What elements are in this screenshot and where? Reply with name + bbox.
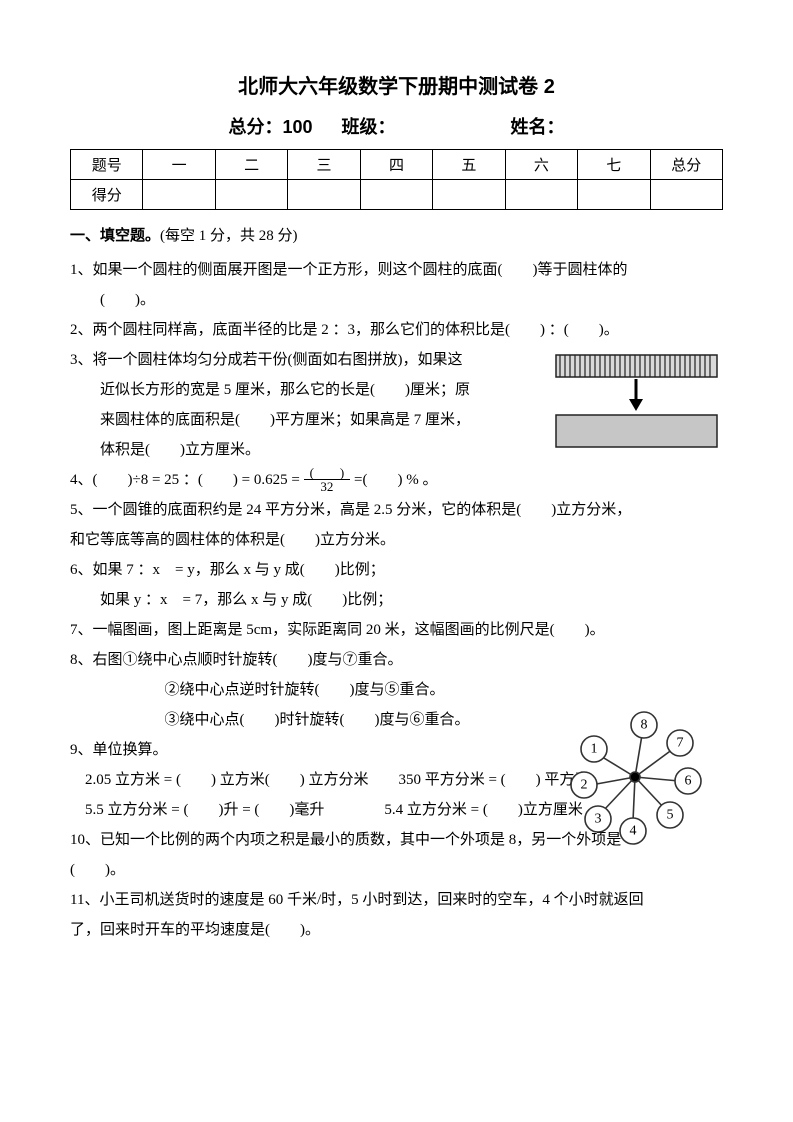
q3-line3: 来圆柱体的底面积是( )平方厘米；如果高是 7 厘米， xyxy=(70,405,510,435)
cylinder-svg-icon xyxy=(554,353,719,453)
th: 五 xyxy=(433,150,505,180)
td xyxy=(215,180,287,210)
petal-2-label: 2 xyxy=(581,778,588,793)
cylinder-figure xyxy=(554,353,719,458)
q4-part-a: 4、( )÷8 = 25 ：( ) = 0.625 = xyxy=(70,472,304,488)
petal-7-label: 7 xyxy=(677,736,684,751)
th: 七 xyxy=(578,150,650,180)
q7: 7、一幅图画，图上距离是 5cm，实际距离同 20 米，这幅图画的比例尺是( )… xyxy=(70,615,723,645)
page-title: 北师大六年级数学下册期中测试卷 2 xyxy=(70,70,723,99)
fraction-icon: ( ) 32 xyxy=(304,466,351,493)
th: 三 xyxy=(288,150,360,180)
flower-svg-icon: 1 2 3 4 5 6 7 8 xyxy=(558,705,713,850)
th: 题号 xyxy=(71,150,143,180)
q6-line2: 如果 y ：x = 7，那么 x 与 y 成( )比例； xyxy=(70,585,723,615)
section-1-title: 一、填空题。 xyxy=(70,228,160,244)
exam-page: 北师大六年级数学下册期中测试卷 2 总分：100 班级： 姓名： 题号 一 二 … xyxy=(0,0,793,1122)
petal-3-label: 3 xyxy=(595,812,602,827)
q8-line1: 8、右图①绕中心点顺时针旋转( )度与⑦重合。 xyxy=(70,645,510,675)
q8-line3: ③绕中心点( )时针旋转( )度与⑥重合。 xyxy=(70,705,510,735)
fraction-numerator: ( ) xyxy=(304,466,351,480)
petal-6-label: 6 xyxy=(685,774,692,789)
td xyxy=(505,180,577,210)
th: 总分 xyxy=(650,150,723,180)
q11-line1: 11、小王司机送货时的速度是 60 千米/时，5 小时到达，回来时的空车，4 个… xyxy=(70,885,723,915)
q8-line2: ②绕中心点逆时针旋转( )度与⑤重合。 xyxy=(70,675,510,705)
total-score-label: 总分：100 xyxy=(228,113,312,139)
fraction-denominator: 32 xyxy=(304,480,351,493)
section-1-head: 一、填空题。(每空 1 分，共 28 分) xyxy=(70,224,723,245)
th: 六 xyxy=(505,150,577,180)
petal-1-label: 1 xyxy=(591,742,598,757)
td xyxy=(360,180,432,210)
petal-4-label: 4 xyxy=(630,824,637,839)
q4: 4、( )÷8 = 25 ：( ) = 0.625 = ( ) 32 =( ) … xyxy=(70,465,723,495)
q1-line1: 1、如果一个圆柱的侧面展开图是一个正方形，则这个圆柱的底面( )等于圆柱体的 xyxy=(70,255,723,285)
q3-line4: 体积是( )立方厘米。 xyxy=(70,435,510,465)
q2: 2、两个圆柱同样高，底面半径的比是 2 ：3，那么它们的体积比是( ) ：( )… xyxy=(70,315,723,345)
q5-line2: 和它等底等高的圆柱体的体积是( )立方分米。 xyxy=(70,525,723,555)
q11-line2: 了，回来时开车的平均速度是( )。 xyxy=(70,915,723,945)
score-table: 题号 一 二 三 四 五 六 七 总分 得分 xyxy=(70,149,723,210)
q4-part-b: =( ) % 。 xyxy=(354,472,437,488)
name-label: 姓名： xyxy=(511,113,565,139)
subhead: 总分：100 班级： 姓名： xyxy=(70,113,723,139)
q6-line1: 6、如果 7 ：x = y，那么 x 与 y 成( )比例； xyxy=(70,555,723,585)
flower-figure: 1 2 3 4 5 6 7 8 xyxy=(558,705,713,855)
table-row: 题号 一 二 三 四 五 六 七 总分 xyxy=(71,150,723,180)
td xyxy=(650,180,723,210)
td xyxy=(578,180,650,210)
td xyxy=(288,180,360,210)
th: 一 xyxy=(143,150,215,180)
td xyxy=(433,180,505,210)
th: 四 xyxy=(360,150,432,180)
q1-line2: ( )。 xyxy=(70,285,723,315)
q5-line1: 5、一个圆锥的底面积约是 24 平方分米，高是 2.5 分米，它的体积是( )立… xyxy=(70,495,723,525)
q10-line2: ( )。 xyxy=(70,855,723,885)
q3-line2: 近似长方形的宽是 5 厘米，那么它的长是( )厘米；原 xyxy=(70,375,510,405)
petal-5-label: 5 xyxy=(667,808,674,823)
td xyxy=(143,180,215,210)
table-row: 得分 xyxy=(71,180,723,210)
class-label: 班级： xyxy=(342,113,396,139)
petal-8-label: 8 xyxy=(641,718,648,733)
q3-line1: 3、将一个圆柱体均匀分成若干份(侧面如右图拼放)，如果这 xyxy=(70,345,510,375)
td: 得分 xyxy=(71,180,143,210)
section-1-sub: (每空 1 分，共 28 分) xyxy=(160,228,298,244)
th: 二 xyxy=(215,150,287,180)
